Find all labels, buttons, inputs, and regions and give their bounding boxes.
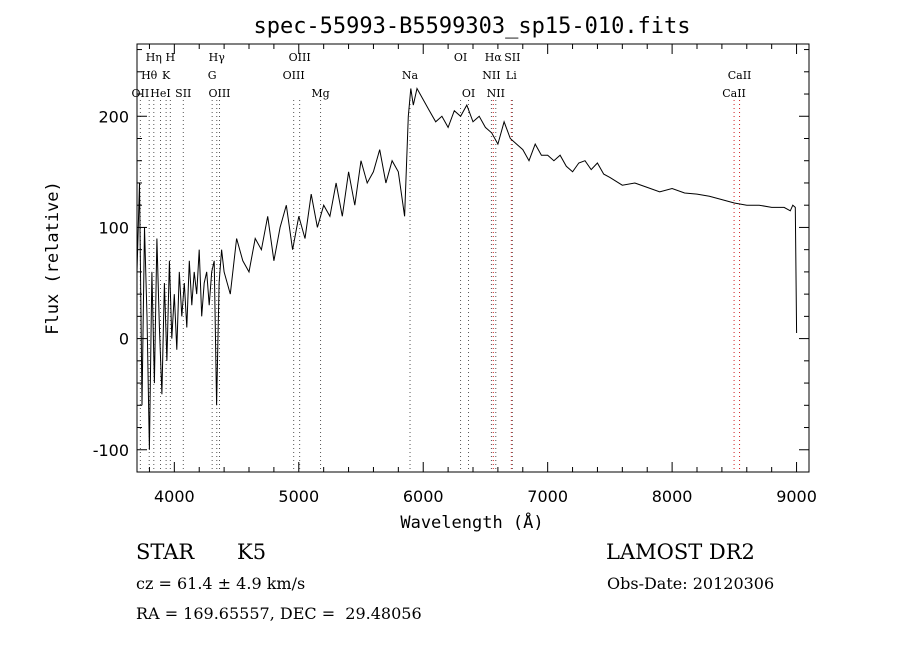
spectral-line-label-11: OIII (289, 51, 311, 64)
y-axis-label: Flux (relative) (43, 181, 63, 335)
spectral-line-label-19: Li (506, 69, 517, 82)
x-axis-ticks: 4000 5000 6000 7000 8000 9000 (148, 44, 817, 506)
spectral-line-label-13: Na (402, 69, 419, 82)
spectral-line-label-12: Mg (311, 87, 329, 100)
spectral-line-label-2: Hη (146, 51, 162, 64)
x-axis-label: Wavelength (Å) (400, 511, 543, 533)
spectral-line-label-21: CaII (722, 87, 746, 100)
coordinates: RA = 169.65557, DEC = 29.48056 (136, 604, 422, 623)
x-tick-label-6000: 6000 (403, 487, 444, 506)
spectral-line-label-15: OI (462, 87, 475, 100)
x-tick-label-9000: 9000 (776, 487, 817, 506)
x-tick-label-5000: 5000 (278, 487, 319, 506)
y-tick-label-100: 100 (98, 218, 129, 237)
spectral-line-labels: OII Hθ Hη HeI KH SII Hγ G OIII OIII OIII Mg Na OI OI NI… (132, 51, 752, 100)
spectral-line-label-20: SII (504, 51, 520, 64)
spectral-lines-layer (139, 100, 741, 472)
y-axis-ticks: -100 0 100 200 (93, 49, 809, 473)
spectral-line-label-18: NII (487, 87, 505, 100)
spectral-line-label-4: K (162, 69, 171, 82)
spectral-line-label-10: OIII (283, 69, 305, 82)
x-tick-label-8000: 8000 (652, 487, 693, 506)
chart-title: spec-55993-B5599303_sp15-010.fits (253, 14, 690, 39)
series-spectrum (136, 87, 798, 450)
object-class: STAR (136, 540, 195, 564)
spectral-line-label-17: Hα (485, 51, 503, 64)
spectral-line-label-0: OII (132, 87, 150, 100)
spectral-line-label-9: OIII (208, 87, 230, 100)
spectral-line-label-3: HeI (150, 87, 170, 100)
spectral-line-label-7: Hγ (209, 51, 226, 64)
x-tick-label-7000: 7000 (527, 487, 568, 506)
spectral-line-label-6: SII (175, 87, 191, 100)
spectral-line-label-16: NII (482, 69, 500, 82)
y-tick-label-200: 200 (98, 107, 129, 126)
spectral-line-label-1: Hθ (141, 69, 158, 82)
x-tick-label-4000: 4000 (154, 487, 195, 506)
spectral-line-label-8: G (208, 69, 217, 82)
spectral-line-label-5: H (166, 51, 176, 64)
series-layer (136, 87, 798, 450)
y-tick-label--100: -100 (93, 441, 129, 460)
survey-name: LAMOST DR2 (606, 540, 755, 564)
object-subclass: K5 (237, 540, 267, 564)
obs-date: Obs-Date: 20120306 (607, 574, 775, 593)
redshift-text: cz = 61.4 ± 4.9 km/s (136, 574, 306, 593)
spectral-line-label-14: OI (454, 51, 467, 64)
plot-frame (136, 43, 810, 473)
spectral-line-label-22: CaII (728, 69, 752, 82)
y-tick-label-0: 0 (119, 330, 129, 349)
